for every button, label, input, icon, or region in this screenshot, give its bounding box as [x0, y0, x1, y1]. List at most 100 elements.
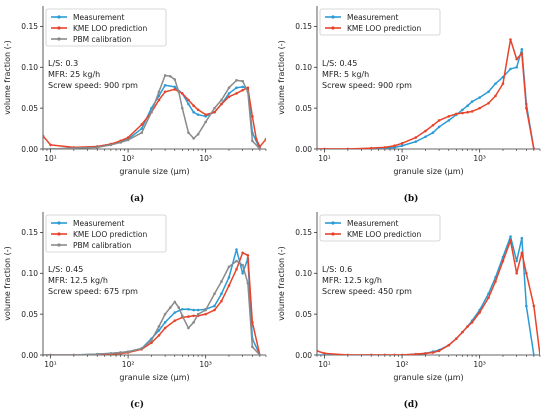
data-point	[466, 104, 469, 107]
data-point	[204, 113, 207, 116]
x-tick-label: 10¹	[44, 360, 57, 369]
data-point	[461, 330, 464, 334]
x-axis-label: granule size (μm)	[119, 373, 189, 382]
data-point	[235, 86, 238, 90]
data-point	[400, 353, 404, 355]
data-point	[538, 353, 540, 355]
x-tick-label: 10³	[199, 154, 212, 163]
data-point	[447, 343, 451, 347]
data-point	[461, 111, 464, 115]
data-point	[414, 352, 418, 355]
y-tick-label: 0.15	[295, 228, 312, 237]
data-point	[196, 312, 200, 316]
data-point	[466, 110, 469, 114]
chart-panel-1: 0.00 0.05 0.10 0.15 10¹ 10² 10³ granule size (μ…	[3, 6, 267, 204]
y-axis-label: volume fraction (-)	[3, 40, 12, 115]
data-point	[204, 308, 207, 312]
data-point	[431, 124, 435, 127]
annotation-line: L/S: 0.45	[322, 59, 357, 68]
legend-marker	[331, 15, 335, 19]
y-tick-label: 0.00	[295, 145, 312, 154]
data-point	[187, 102, 190, 106]
data-point	[255, 137, 258, 141]
data-point	[494, 82, 497, 85]
data-point	[213, 110, 216, 114]
data-point	[196, 132, 200, 136]
data-point	[126, 350, 130, 354]
data-point	[501, 82, 505, 85]
data-point	[509, 235, 512, 238]
data-point	[470, 110, 474, 113]
legend: Measurement KME LOO prediction	[319, 8, 441, 36]
data-point	[478, 311, 481, 314]
data-point	[227, 95, 231, 99]
y-tick-label: 0.00	[21, 351, 38, 360]
data-point	[180, 307, 184, 311]
data-point	[140, 127, 144, 130]
data-point	[192, 321, 195, 324]
data-point	[49, 147, 52, 149]
data-point	[246, 86, 250, 90]
data-point	[520, 251, 524, 255]
data-point	[251, 345, 254, 349]
legend-label: Measurement	[347, 219, 399, 228]
data-point	[157, 329, 161, 332]
data-point	[192, 314, 195, 318]
data-point	[157, 325, 161, 328]
data-point	[487, 101, 490, 105]
data-point	[369, 353, 373, 355]
data-point	[520, 48, 524, 51]
annotation-line: Screw speed: 450 rpm	[322, 287, 412, 296]
data-point	[414, 140, 418, 143]
data-point	[509, 38, 512, 41]
data-point	[192, 308, 195, 312]
data-point	[470, 100, 474, 103]
data-point	[213, 292, 216, 296]
annotation-line: L/S: 0.45	[48, 265, 83, 274]
annotation-line: Screw speed: 675 rpm	[48, 287, 138, 296]
data-point	[220, 102, 223, 106]
data-point	[235, 248, 238, 251]
data-point	[520, 52, 524, 55]
annotation-line: Screw speed: 900 rpm	[48, 81, 138, 90]
data-point	[173, 300, 177, 304]
data-point	[431, 131, 435, 134]
data-point	[393, 353, 396, 355]
data-point	[470, 321, 474, 324]
data-point	[157, 334, 161, 337]
x-tick-label: 10³	[473, 154, 486, 163]
data-point	[163, 326, 167, 330]
data-point	[204, 312, 207, 316]
x-tick-label: 10²	[122, 154, 135, 163]
data-point	[251, 321, 254, 324]
data-point	[213, 106, 216, 110]
data-point	[173, 78, 177, 81]
annotation-line: L/S: 0.6	[322, 265, 352, 274]
series-measurement	[43, 83, 262, 149]
series-pbm-calibration	[43, 74, 262, 149]
annotation-line: MFR: 25 kg/h	[48, 70, 100, 79]
data-point	[525, 106, 528, 110]
data-point	[525, 271, 528, 275]
annotation-line: MFR: 5 kg/h	[322, 70, 369, 79]
x-tick-label: 10³	[199, 360, 212, 369]
data-point	[431, 351, 435, 354]
x-tick-label: 10¹	[318, 360, 331, 369]
data-point	[173, 311, 177, 314]
data-point	[246, 90, 250, 94]
panel-caption: (c)	[130, 399, 144, 410]
annotation-line: MFR: 12.5 kg/h	[322, 276, 382, 285]
data-point	[258, 353, 262, 355]
data-point	[177, 306, 181, 309]
data-point	[227, 276, 231, 279]
legend-box	[45, 8, 167, 47]
data-point	[163, 90, 167, 94]
series-kme-loo-prediction	[43, 86, 266, 149]
data-point	[532, 353, 536, 355]
data-point	[187, 326, 190, 330]
legend-label: PBM calibration	[73, 35, 131, 44]
data-point	[323, 147, 326, 149]
data-point	[109, 352, 113, 355]
data-point	[220, 299, 223, 303]
data-point	[317, 349, 319, 353]
